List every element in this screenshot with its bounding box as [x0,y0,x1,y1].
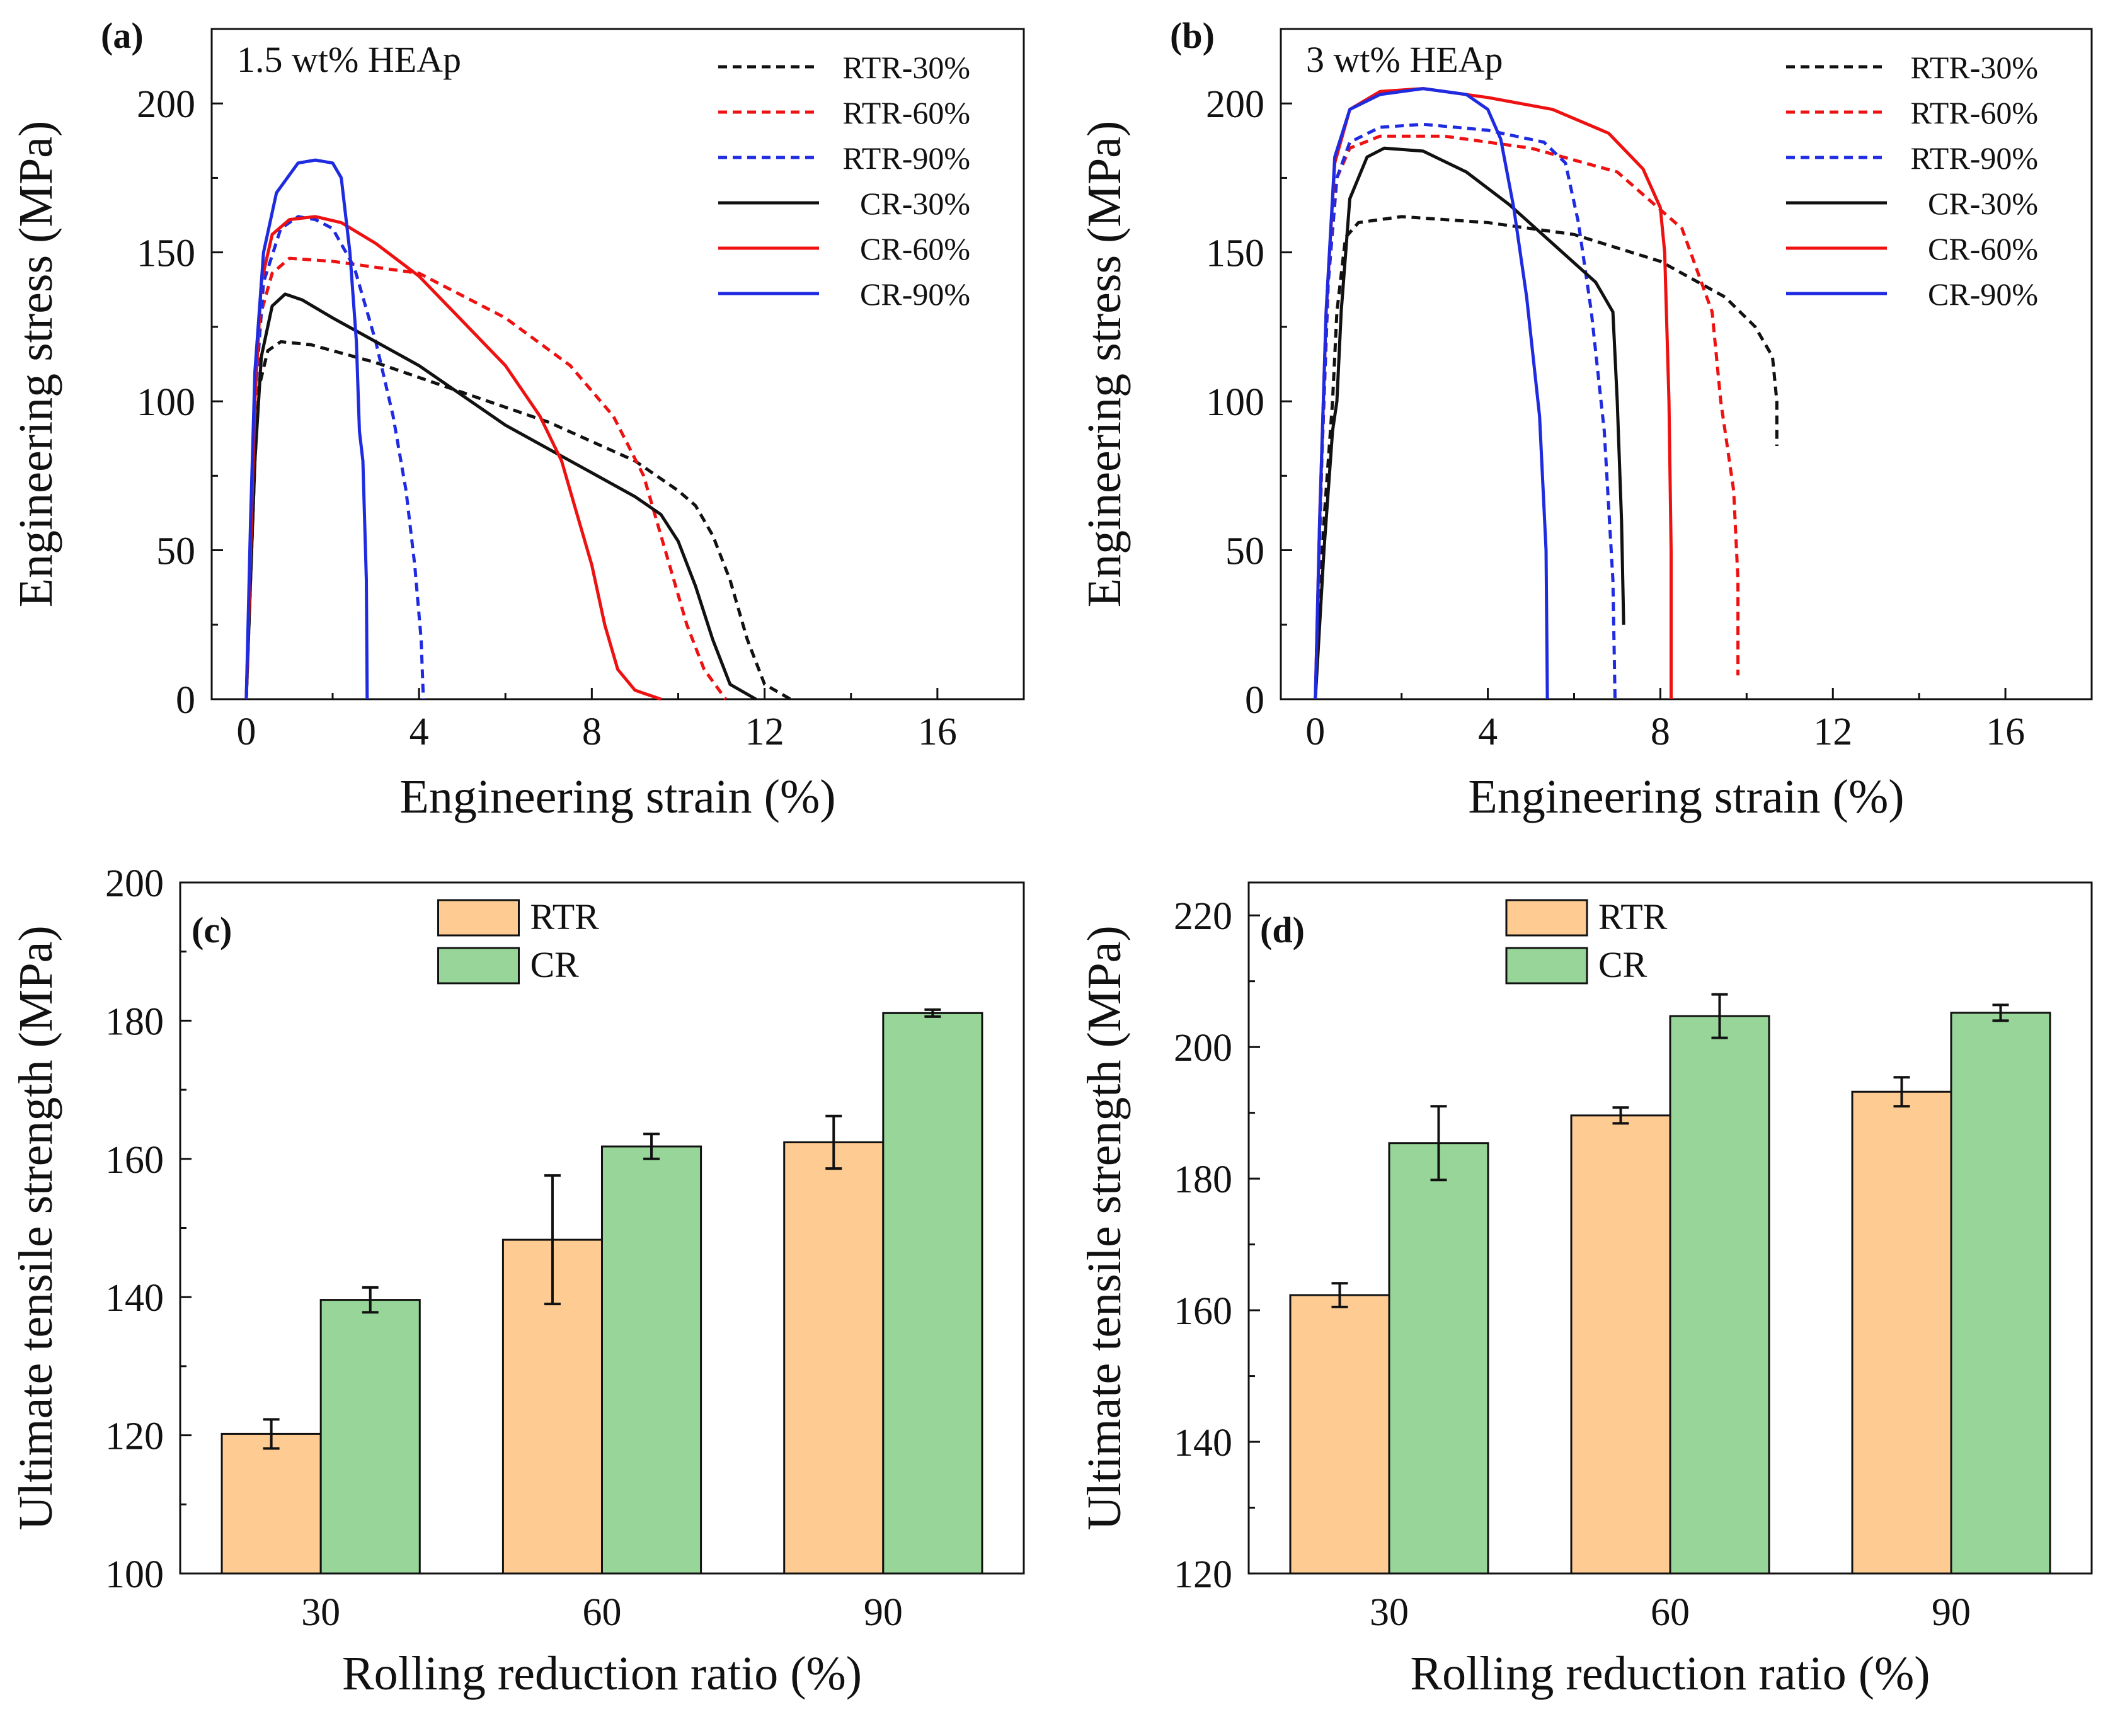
legend-label: CR-60% [860,231,970,266]
legend-label: CR-90% [860,277,970,312]
panel-annotation: 1.5 wt% HEAp [237,39,461,80]
x-tick-label: 90 [864,1591,903,1634]
bar-CR [319,1299,421,1575]
legend-label: CR [530,944,580,985]
series-line-CR-90% [1314,87,1549,700]
x-tick-label: 8 [1651,711,1670,753]
y-tick-label: 200 [105,862,164,905]
legend-label: RTR-60% [1910,95,2038,130]
legend-swatch [1505,899,1588,937]
y-axis-label: Engineering stress (MPa) [9,121,62,608]
legend-label: RTR-30% [842,50,970,85]
y-tick-label: 160 [1174,1290,1232,1333]
x-tick-label: 90 [1932,1591,1971,1634]
x-tick-label: 16 [918,711,957,753]
bar-CR [882,1012,983,1575]
panel-label: (d) [1260,910,1305,951]
bar-RTR [1851,1090,1952,1575]
legend-swatch [437,899,520,937]
legend-label: CR-30% [860,186,970,221]
bar-CR [1669,1015,1770,1575]
y-tick-label: 200 [1174,1027,1232,1070]
y-tick-label: 180 [1174,1158,1232,1201]
panel-label: (c) [192,910,232,951]
panel-annotation: 3 wt% HEAp [1306,39,1503,80]
x-axis-label: Engineering strain (%) [1468,770,1904,823]
x-tick-label: 8 [582,711,602,753]
x-tick-label: 60 [1651,1591,1690,1634]
y-tick-label: 200 [1206,83,1264,126]
plot-frame [210,28,1025,700]
x-tick-label: 60 [583,1591,622,1634]
panel-c: 100 120 140 160 180 200 Ultimate tensile stren… [9,862,1025,1700]
x-tick-label: 0 [1305,711,1325,753]
legend-swatch [437,947,520,985]
x-tick-label: 16 [1986,711,2025,753]
y-tick-label: 220 [1174,895,1232,938]
x-axis-label: Engineering strain (%) [399,770,835,823]
legend-label: CR-90% [1928,277,2038,312]
legend-label: RTR-30% [1910,50,2038,85]
bar-CR [601,1145,702,1575]
legend-label: RTR [1598,896,1668,937]
plot-frame [1280,28,2093,700]
y-tick-label: 100 [105,1553,164,1596]
legend-swatch [1505,947,1588,985]
bar-RTR [221,1432,322,1575]
series-line-RTR-60% [244,256,727,700]
y-tick-label: 140 [1174,1422,1232,1465]
bar-CR [1950,1012,2051,1575]
legend-label: CR-30% [1928,186,2038,221]
y-tick-label: 120 [1174,1553,1232,1596]
y-axis-label: Engineering stress (MPa) [1078,121,1131,608]
series-line-RTR-30% [244,340,792,701]
series-line-CR-30% [1314,146,1625,700]
x-tick-label: 0 [236,711,256,753]
bar-RTR [1289,1294,1390,1575]
legend-label: RTR-90% [842,140,970,176]
y-tick-label: 180 [105,1000,164,1043]
panel-label: (a) [101,15,144,56]
legend-label: RTR-90% [1910,140,2038,176]
y-axis-label: Ultimate tensile strength (MPa) [1078,925,1131,1530]
panel-label: (b) [1170,15,1215,56]
y-axis-label: Ultimate tensile strength (MPa) [9,925,62,1530]
x-tick-label: 30 [1370,1591,1409,1634]
y-tick-label: 140 [105,1277,164,1320]
series-line-RTR-30% [1314,215,1779,700]
x-tick-label: 12 [1813,711,1852,753]
x-tick-label: 4 [1478,711,1498,753]
legend-label: CR [1598,944,1647,985]
legend-label: CR-60% [1928,231,2038,266]
x-tick-label: 4 [410,711,429,753]
x-axis-label: Rolling reduction ratio (%) [342,1647,862,1700]
y-tick-label: 100 [1206,381,1264,424]
y-tick-label: 200 [137,83,195,126]
y-tick-label: 0 [176,679,195,722]
y-tick-label: 120 [105,1415,164,1458]
panel-a: 0 50 100 150 200 Engineering stress (MPa) Engi… [9,15,1025,823]
y-tick-label: 100 [137,381,195,424]
panel-d: 120 140 160 180 200 220 Ultimate tensile stren… [1078,881,2093,1700]
bar-RTR [783,1141,885,1575]
y-tick-label: 150 [137,232,195,275]
y-tick-label: 50 [156,530,195,573]
y-tick-label: 150 [1206,232,1264,275]
y-tick-label: 0 [1245,679,1264,722]
bar-CR [1388,1142,1489,1575]
y-tick-label: 160 [105,1139,164,1182]
legend-label: RTR-60% [842,95,970,130]
x-tick-label: 12 [745,711,784,753]
legend-label: RTR [530,896,600,937]
x-tick-label: 30 [301,1591,340,1634]
series-line-CR-30% [244,292,757,701]
series-line-CR-90% [244,158,369,700]
x-axis-label: Rolling reduction ratio (%) [1410,1647,1930,1700]
panel-b: 0 50 100 150 200 Engineering stress (MPa) Engi… [1078,15,2093,823]
bar-RTR [1570,1114,1671,1575]
y-tick-label: 50 [1225,530,1264,573]
